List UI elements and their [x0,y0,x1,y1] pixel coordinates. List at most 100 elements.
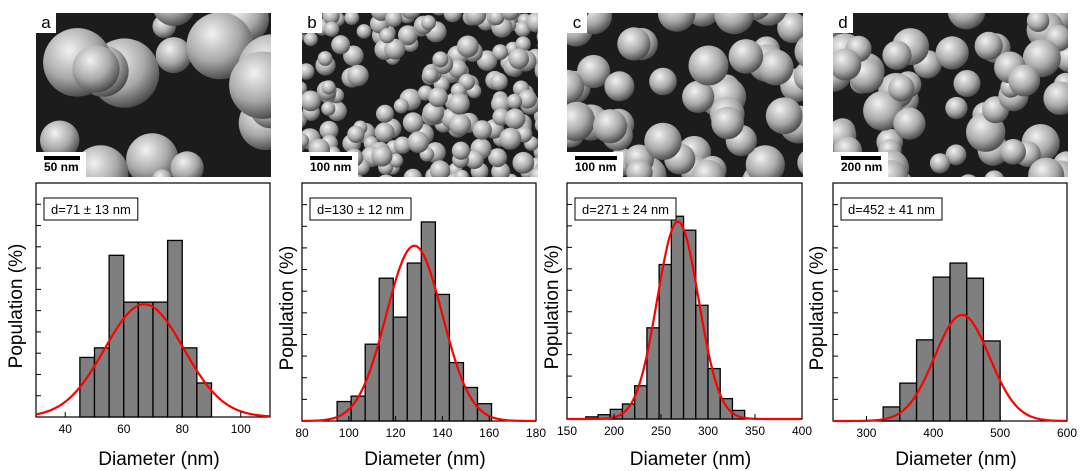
scale-bar-label: 50 nm [44,160,79,174]
sem-particle [347,125,365,143]
sem-particle [302,133,309,149]
histogram-bar [93,347,110,418]
histogram-bar [949,262,968,422]
histogram-d: 300 400 500 600 d=452 ± 41 nm Diameter (nm) Po… [807,182,1077,470]
sem-particle [422,67,438,83]
sem-particle [389,153,404,168]
sem-particle [691,159,725,177]
sem-particle [935,36,969,70]
sem-particle [454,169,469,177]
scale-bar-line [841,156,881,160]
sem-image-b: b 100 nm [302,13,538,177]
size-annotation: d=130 ± 12 nm [309,197,412,221]
sem-particle [536,31,538,42]
sem-particle [384,38,406,60]
sem-particle [711,106,744,140]
sem-particle [324,21,340,37]
gaussian-fit-line [833,313,1068,423]
histogram-bar [719,397,734,420]
size-annotation: d=271 ± 24 nm [574,197,677,221]
sem-particle [577,54,611,89]
sem-particle [379,27,395,44]
sem-particle [343,45,364,67]
sem-particle [448,59,468,79]
sem-particle [488,13,505,25]
gaussian-fit-line [567,220,802,421]
sem-particle [567,103,595,142]
histogram-bar [166,239,183,418]
sem-particle [534,118,538,132]
annotation-text: d=71 ± 13 nm [51,202,131,217]
sem-particle [303,32,318,47]
sem-particle [321,80,336,95]
sem-particles-b [302,13,538,177]
sem-particle [947,13,986,30]
sem-particle [448,93,470,115]
sem-particle [863,90,903,131]
x-tick-label: 120 [386,426,406,440]
panel-label-b: b [302,13,322,33]
histogram-bar [364,343,380,422]
sem-particle [1043,81,1068,115]
sem-particle [491,94,511,114]
sem-image-a: a 50 nm [36,13,271,177]
sem-particle [508,48,529,69]
sem-particle [512,151,535,174]
sem-particle [322,13,340,25]
sem-particle [393,136,412,154]
sem-particle [356,24,372,39]
histogram-bar [392,316,408,422]
gaussian-fit-line [35,303,271,418]
sem-particle [152,169,173,177]
panel-d: d 200 nm 300 400 500 600 d=452 ± 41 nm Diamet… [800,0,1080,471]
histogram-bar [982,340,1001,422]
sem-particle [515,36,531,52]
y-axis-label: Population (%) [6,244,27,369]
x-axis-label: Diameter (nm) [364,449,485,470]
x-tick-label: 600 [1057,426,1077,440]
sem-particle [488,148,508,168]
sem-particle [714,13,755,35]
histogram-a: 40 60 80 100 d=71 ± 13 nm Diameter (nm) Popula… [6,182,271,470]
scale-bar-a: 50 nm [36,152,86,177]
sem-particle [593,109,628,144]
sem-particle [393,98,409,114]
sem-particle [170,151,204,177]
sem-particle [961,174,976,177]
sem-particles-a [40,13,271,177]
histogram-bar [658,263,672,420]
sem-particle [429,160,451,177]
sem-particle [72,45,120,93]
sem-particle [407,131,430,153]
x-axis-label: Diameter (nm) [895,449,1016,470]
sem-particle [534,63,538,79]
scale-bar-label: 200 nm [841,160,883,174]
sem-particle [604,71,635,102]
sem-particle [302,90,321,112]
sem-particle [490,72,508,91]
sem-particle [504,108,526,130]
histogram-bar [932,276,951,422]
histogram-bar [350,395,366,422]
sem-particle [1008,64,1041,97]
sem-particle [797,151,803,175]
annotation-box [309,197,412,221]
sem-particle [657,13,696,32]
sem-particle [765,97,803,135]
sem-particle [401,13,421,20]
sem-particle [688,45,729,86]
x-tick-label: 400 [923,426,943,440]
sem-particle [626,159,653,177]
sem-particle [321,101,336,116]
sem-particle [953,70,981,97]
x-tick-label: 60 [117,422,131,436]
sem-particle [344,13,360,25]
sem-particle [517,89,537,109]
x-axis-label: Diameter (nm) [98,449,219,470]
sem-particles-d [833,13,1068,177]
sem-particle [757,49,794,86]
sem-particle [649,67,677,96]
x-tick-label: 100 [339,426,359,440]
sem-particle [728,39,764,74]
sem-particle [374,122,395,143]
